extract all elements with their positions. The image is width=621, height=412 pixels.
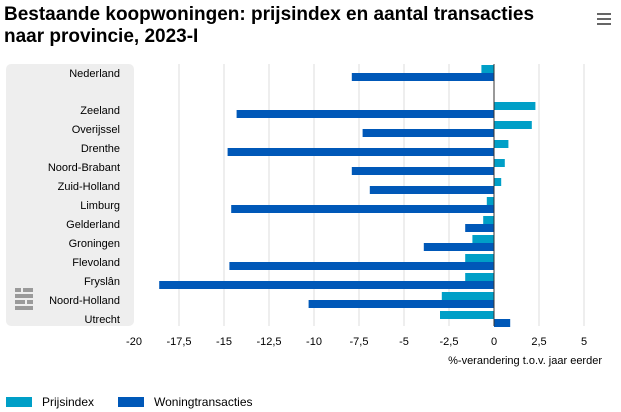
x-tick-label: -20 [126, 336, 142, 348]
category-label: Utrecht [85, 314, 120, 326]
bar-woningtransacties-9[interactable] [229, 262, 494, 270]
bar-prijsindex-12[interactable] [440, 311, 494, 319]
bar-prijsindex-4[interactable] [494, 159, 505, 167]
bar-prijsindex-11[interactable] [441, 292, 494, 300]
legend-swatch-woningtransacties [118, 397, 144, 407]
bar-prijsindex-9[interactable] [465, 254, 494, 262]
x-tick-label: -7,5 [350, 336, 369, 348]
x-tick-label: -12,5 [256, 336, 281, 348]
bar-prijsindex-5[interactable] [494, 178, 502, 186]
legend-label: Prijsindex [42, 395, 95, 409]
bar-prijsindex-6[interactable] [486, 197, 494, 205]
x-tick-label: -17,5 [166, 336, 191, 348]
cbs-logo-icon [15, 288, 33, 310]
bar-prijsindex-0[interactable] [481, 65, 494, 73]
bar-prijsindex-8[interactable] [472, 235, 494, 243]
category-label: Zuid-Holland [58, 181, 120, 193]
category-label: Drenthe [81, 143, 120, 155]
bar-prijsindex-3[interactable] [494, 140, 509, 148]
legend-label: Woningtransacties [154, 395, 253, 409]
category-label: Noord-Holland [49, 295, 120, 307]
category-label: Groningen [69, 238, 120, 250]
category-label: Nederland [69, 68, 120, 80]
bar-woningtransacties-11[interactable] [308, 300, 494, 308]
x-tick-labels: -20 -17,5 -15 -12,5 -10 -7,5 -5 -2,5 0 2,5 5 [126, 336, 587, 348]
bar-prijsindex-7[interactable] [483, 216, 494, 224]
category-label: Gelderland [66, 219, 120, 231]
legend-swatch-prijsindex [6, 397, 32, 407]
bars [159, 65, 536, 327]
bar-prijsindex-2[interactable] [494, 121, 532, 129]
bar-woningtransacties-6[interactable] [231, 205, 494, 213]
category-labels: Nederland Zeeland Overijssel Drenthe Noord-B… [48, 68, 120, 326]
legend-item-woningtransacties[interactable]: Woningtransacties [118, 394, 253, 410]
x-tick-label: 5 [581, 336, 587, 348]
category-label: Overijssel [72, 124, 120, 136]
x-tick-label: 0 [491, 336, 497, 348]
bar-prijsindex-1[interactable] [494, 102, 536, 110]
page-title: Bestaande koopwoningen: prijsindex en aa… [4, 4, 535, 47]
bar-woningtransacties-1[interactable] [236, 110, 494, 118]
category-label: Flevoland [72, 257, 120, 269]
bar-woningtransacties-7[interactable] [465, 224, 494, 232]
bar-woningtransacties-2[interactable] [362, 129, 494, 137]
bar-woningtransacties-0[interactable] [351, 73, 494, 81]
x-tick-label: 2,5 [531, 336, 546, 348]
bar-woningtransacties-5[interactable] [369, 186, 494, 194]
bar-prijsindex-10[interactable] [465, 273, 494, 281]
category-panel [6, 64, 134, 326]
menu-icon[interactable] [595, 12, 613, 26]
x-tick-label: -5 [399, 336, 409, 348]
bar-woningtransacties-8[interactable] [423, 243, 494, 251]
x-tick-label: -10 [306, 336, 322, 348]
bar-woningtransacties-4[interactable] [351, 167, 494, 175]
x-tick-label: -2,5 [440, 336, 459, 348]
bar-woningtransacties-12[interactable] [494, 319, 511, 327]
bar-woningtransacties-10[interactable] [159, 281, 494, 289]
category-label: Limburg [80, 200, 120, 212]
category-label: Noord-Brabant [48, 162, 120, 174]
bar-woningtransacties-3[interactable] [227, 148, 494, 156]
category-label: Zeeland [80, 105, 120, 117]
x-axis-label: %-verandering t.o.v. jaar eerder [448, 355, 602, 367]
x-tick-label: -15 [216, 336, 232, 348]
legend-item-prijsindex[interactable]: Prijsindex [6, 394, 94, 410]
category-label: Fryslân [84, 276, 120, 288]
